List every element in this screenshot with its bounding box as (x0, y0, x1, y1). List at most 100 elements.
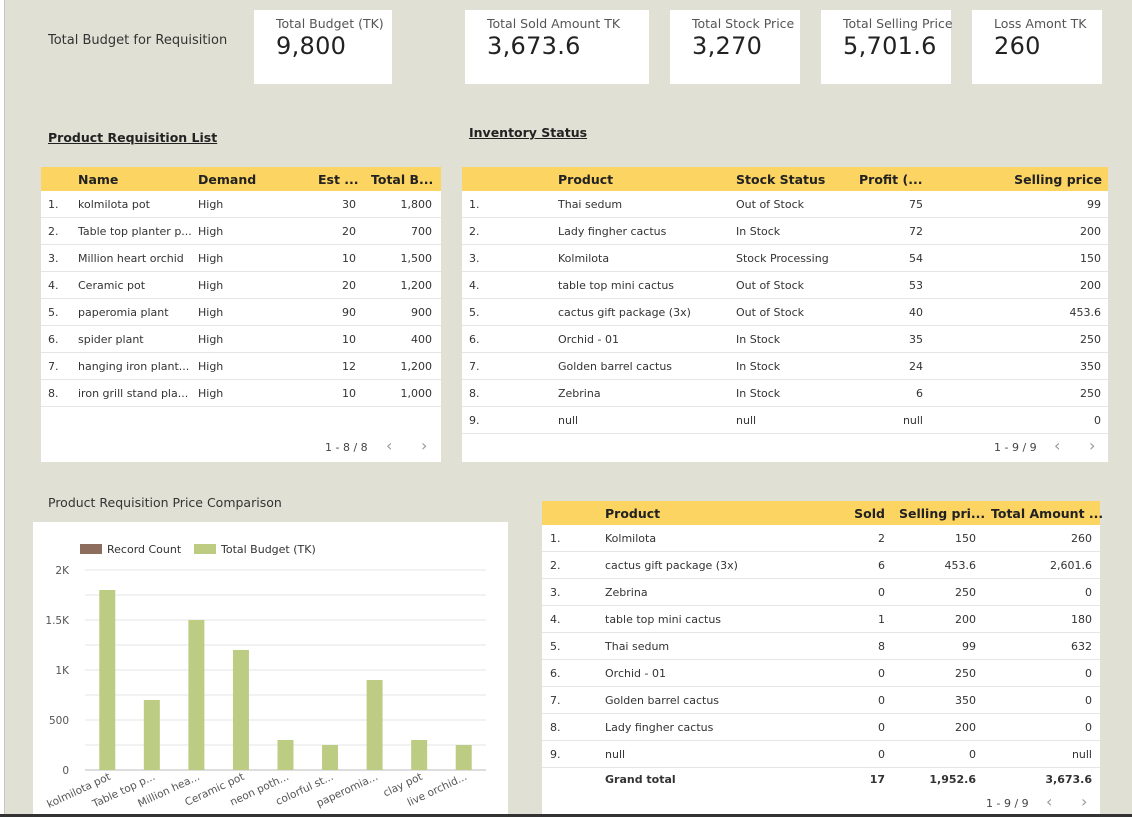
cell-selling-price: 99 (962, 640, 976, 653)
table-row[interactable]: 8. iron grill stand pla... High 10 1,000 (41, 380, 441, 407)
col-header[interactable]: Sold (854, 506, 885, 521)
legend-label[interactable]: Total Budget (TK) (220, 543, 316, 556)
next-page-icon[interactable]: › (421, 436, 428, 455)
next-page-icon[interactable]: › (1081, 792, 1088, 811)
col-header[interactable]: Total Amount ... (991, 506, 1104, 521)
next-page-icon[interactable]: › (1089, 436, 1096, 455)
bar-total-budget[interactable] (322, 745, 339, 770)
table-row[interactable]: 3. Million heart orchid High 10 1,500 (41, 245, 441, 272)
row-index: 1. (48, 198, 59, 211)
cell-product: Kolmilota (605, 532, 657, 545)
cell-stock-status: In Stock (736, 360, 781, 373)
table-row[interactable]: 2. Lady fingher cactus In Stock 72 200 (462, 218, 1108, 245)
left-edge (0, 0, 5, 817)
col-header[interactable]: Stock Status (736, 172, 826, 187)
col-header[interactable]: Profit (... (859, 172, 923, 187)
cell-name: Million heart orchid (78, 252, 184, 265)
cell-total-budget: 400 (411, 333, 432, 346)
table-row[interactable]: 7. hanging iron plant... High 12 1,200 (41, 353, 441, 380)
cell-stock-status: In Stock (736, 225, 781, 238)
table-row[interactable]: 7. Golden barrel cactus In Stock 24 350 (462, 353, 1108, 380)
cell-product: Golden barrel cactus (605, 694, 720, 707)
col-header[interactable]: Demand (198, 172, 257, 187)
cell-demand: High (198, 360, 224, 373)
cell-demand: High (198, 198, 224, 211)
cell-demand: High (198, 333, 224, 346)
table-row[interactable]: 3. Kolmilota Stock Processing 54 150 (462, 245, 1108, 272)
cell-name: paperomia plant (78, 306, 169, 319)
bar-total-budget[interactable] (232, 650, 249, 770)
table-row[interactable]: 4. table top mini cactus Out of Stock 53 200 (462, 272, 1108, 299)
table-row[interactable]: 9. null null null 0 (462, 407, 1108, 434)
bar-total-budget[interactable] (455, 745, 472, 770)
cell-selling-price: 99 (1087, 198, 1101, 211)
inventory-table: Product Stock Status Profit (... Selling… (462, 167, 1108, 462)
row-index: 4. (469, 279, 480, 292)
y-tick-label: 2K (55, 565, 70, 577)
col-header[interactable]: Est ... (318, 172, 359, 187)
table-row[interactable]: 5. paperomia plant High 90 900 (41, 299, 441, 326)
bar-total-budget[interactable] (188, 620, 205, 770)
table-row[interactable]: 5. cactus gift package (3x) Out of Stock 40… (462, 299, 1108, 326)
bar-total-budget[interactable] (277, 740, 294, 770)
legend-swatch[interactable] (194, 544, 216, 554)
cell-selling-price: 350 (1080, 360, 1101, 373)
table-row[interactable]: 6. spider plant High 10 400 (41, 326, 441, 353)
bar-total-budget[interactable] (411, 740, 428, 770)
table-row[interactable]: 4. table top mini cactus 1 200 180 (542, 606, 1100, 633)
cell-est: 10 (342, 252, 356, 265)
cell-est: 10 (342, 387, 356, 400)
cell-total-amount: 0 (1085, 667, 1092, 680)
row-index: 2. (550, 559, 561, 572)
prev-page-icon[interactable]: ‹ (1054, 436, 1061, 455)
col-header[interactable]: Product (558, 172, 614, 187)
table-row[interactable]: 5. Thai sedum 8 99 632 (542, 633, 1100, 660)
kpi-title: Total Stock Price (692, 16, 795, 31)
table-row[interactable]: 6. Orchid - 01 In Stock 35 250 (462, 326, 1108, 353)
bar-total-budget[interactable] (143, 700, 160, 770)
kpi-total-selling: Total Selling Price 5,701.6 (821, 10, 953, 84)
cell-sold: 2 (878, 532, 885, 545)
prev-page-icon[interactable]: ‹ (386, 436, 393, 455)
cell-selling-price: 0 (1094, 414, 1101, 427)
table-row[interactable]: 8. Zebrina In Stock 6 250 (462, 380, 1108, 407)
legend-label[interactable]: Record Count (107, 543, 182, 556)
cell-product: Thai sedum (558, 198, 623, 211)
legend-swatch[interactable] (80, 544, 102, 554)
row-index: 4. (550, 613, 561, 626)
prev-page-icon[interactable]: ‹ (1046, 792, 1053, 811)
grand-total-price: 1,952.6 (929, 773, 976, 786)
cell-est: 90 (342, 306, 356, 319)
table-row[interactable]: 1. kolmilota pot High 30 1,800 (41, 191, 441, 218)
col-header[interactable]: Total B... (371, 172, 434, 187)
table-header: Product Stock Status Profit (... Selling… (462, 167, 1108, 191)
bar-total-budget[interactable] (99, 590, 116, 770)
cell-selling-price: 250 (1080, 333, 1101, 346)
table-row[interactable]: 1. Thai sedum Out of Stock 75 99 (462, 191, 1108, 218)
table-row[interactable]: 7. Golden barrel cactus 0 350 0 (542, 687, 1100, 714)
requisition-title: Product Requisition List (48, 130, 218, 145)
table-row[interactable]: 4. Ceramic pot High 20 1,200 (41, 272, 441, 299)
cell-profit: 40 (909, 306, 923, 319)
table-row[interactable]: 9. null 0 0 null (542, 741, 1100, 768)
col-header[interactable]: Name (78, 172, 119, 187)
table-row[interactable]: 3. Zebrina 0 250 0 (542, 579, 1100, 606)
cell-demand: High (198, 306, 224, 319)
cell-sold: 6 (878, 559, 885, 572)
cell-stock-status: In Stock (736, 333, 781, 346)
table-body: 1. Kolmilota 2 150 260 2. cactus gift package … (542, 525, 1100, 768)
table-row[interactable]: 2. cactus gift package (3x) 6 453.6 2,601.6 (542, 552, 1100, 579)
col-header[interactable]: Product (605, 506, 661, 521)
table-row[interactable]: 6. Orchid - 01 0 250 0 (542, 660, 1100, 687)
kpi-title: Loss Amont TK (994, 16, 1087, 31)
cell-product: Thai sedum (605, 640, 670, 653)
table-row[interactable]: 1. Kolmilota 2 150 260 (542, 525, 1100, 552)
table-row[interactable]: 2. Table top planter p... High 20 700 (41, 218, 441, 245)
table-row[interactable]: 8. Lady fingher cactus 0 200 0 (542, 714, 1100, 741)
sales-table: Product Sold Selling pri... Total Amount… (542, 501, 1104, 817)
col-header[interactable]: Selling price (1014, 172, 1102, 187)
cell-product: Kolmilota (558, 252, 610, 265)
bar-total-budget[interactable] (366, 680, 383, 770)
col-header[interactable]: Selling pri... (899, 506, 986, 521)
grand-total-label: Grand total (605, 773, 676, 786)
